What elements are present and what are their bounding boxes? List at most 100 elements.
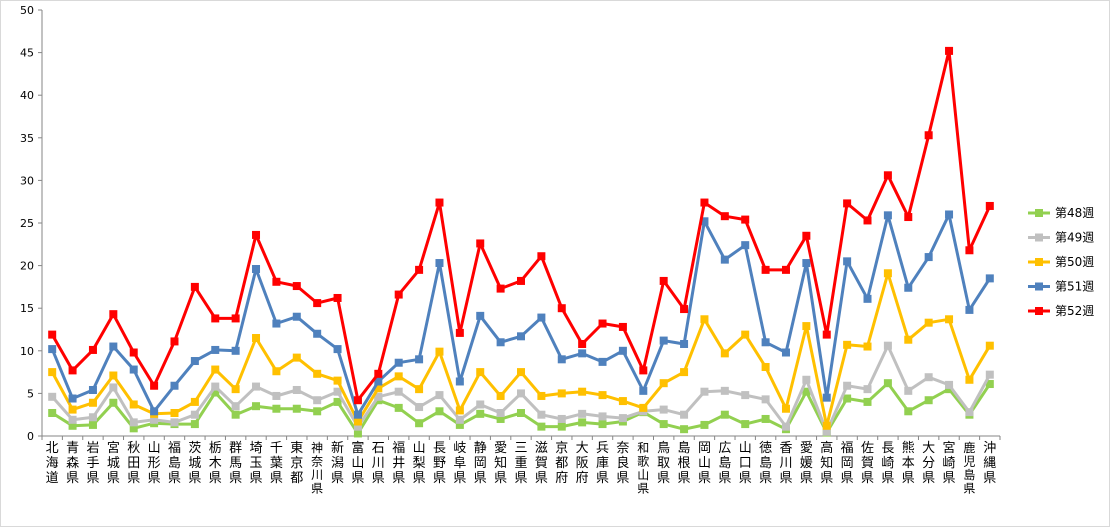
x-tick-label: 徳島県 [759,441,772,486]
x-tick-label: 大分県 [922,441,935,486]
x-tick-label: 福島県 [168,441,181,486]
data-point [231,346,240,355]
legend-item: 第50週 [1028,255,1094,269]
data-point [88,398,97,407]
data-point [211,382,220,391]
data-point [598,319,607,328]
data-point [598,357,607,366]
data-point [68,405,77,414]
data-point [415,419,424,428]
data-point [394,387,403,396]
data-point [598,420,607,429]
x-tick-label: 愛知県 [494,441,507,486]
data-point [802,387,811,396]
data-point [863,397,872,406]
data-point [211,314,220,323]
data-point [252,382,261,391]
data-point [496,414,505,423]
data-point [496,284,505,293]
data-point [333,345,342,354]
data-point [741,241,750,250]
data-point [863,342,872,351]
series-3 [48,269,994,430]
x-tick-label: 青森県 [66,441,79,486]
data-point [190,410,199,419]
x-tick-label: 三重県 [514,441,527,486]
data-point [945,315,954,324]
data-point [659,336,668,345]
data-point [945,385,954,394]
data-point [190,282,199,291]
data-point [496,408,505,417]
data-point [415,385,424,394]
data-point [170,381,179,390]
data-point [435,347,444,356]
data-point [965,246,974,255]
data-point [720,386,729,395]
data-point [557,422,566,431]
legend-label: 第52週 [1055,304,1094,318]
x-tick-label: 岡山県 [698,441,711,486]
data-point [68,366,77,375]
data-point [272,391,281,400]
data-point [700,387,709,396]
x-tick-label: 熊本県 [902,440,915,486]
data-point [761,362,770,371]
y-tick-label: 25 [20,217,34,230]
data-point [741,391,750,400]
data-point [578,418,587,427]
data-point [272,367,281,376]
axes: 0 5 10 15 20 25 30 35 40 45 50 北海道青森県岩手県宮城県秋田県山形県福島… [20,4,1001,496]
data-point [231,402,240,411]
data-point [659,405,668,414]
data-point [231,314,240,323]
data-point [659,379,668,388]
y-tick-label: 35 [20,132,34,145]
data-point [720,212,729,221]
x-tick-label: 滋賀県 [535,441,548,486]
data-point [537,410,546,419]
data-point [945,210,954,219]
data-point [863,216,872,225]
data-point [292,353,301,362]
data-point [802,322,811,331]
data-point [415,265,424,274]
x-tick-label: 高知県 [820,440,833,486]
data-point [639,386,648,395]
data-point [48,345,57,354]
data-point [741,330,750,339]
data-point [231,385,240,394]
data-point [598,391,607,400]
data-point [985,370,994,379]
data-point [88,385,97,394]
x-tick-label: 石川県 [372,441,385,486]
x-tick-label: 和歌山県 [637,441,649,496]
data-point [781,265,790,274]
data-point [537,252,546,261]
x-tick-label: 大阪府 [576,441,589,486]
data-point [904,283,913,292]
data-point [353,410,362,419]
x-tick-label: 愛媛県 [800,441,813,486]
data-point [578,409,587,418]
data-point [48,408,57,417]
data-point [333,376,342,385]
data-point [578,349,587,358]
data-point [211,365,220,374]
y-tick-label: 0 [27,430,34,443]
data-point [374,392,383,401]
data-point [822,427,831,436]
data-point [517,389,525,398]
data-point [904,213,913,222]
legend-label: 第49週 [1055,231,1094,245]
data-point [680,305,689,314]
data-point [353,422,362,431]
data-point [557,304,566,313]
data-point [415,403,424,412]
data-point [822,393,831,402]
x-tick-label: 奈良県 [616,441,629,486]
data-point [700,420,709,429]
data-point [109,310,118,319]
data-point [985,274,994,283]
data-point [924,253,933,262]
